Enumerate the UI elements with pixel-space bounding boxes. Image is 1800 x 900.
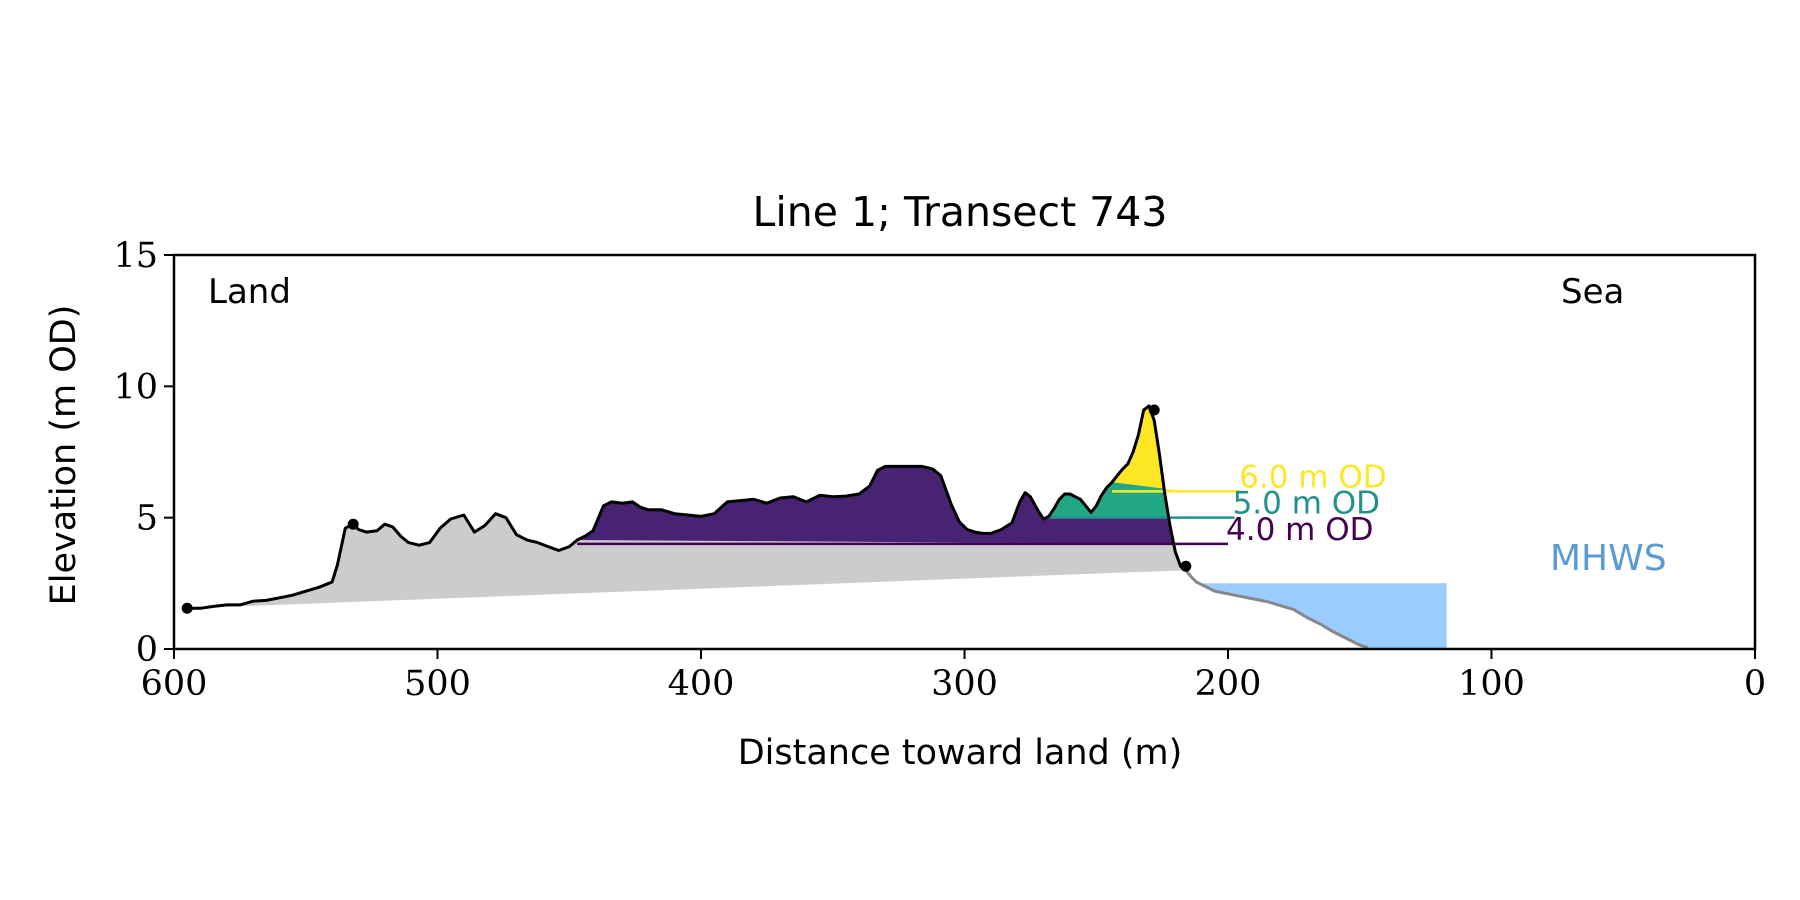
- chart-title: Line 1; Transect 743: [753, 188, 1168, 236]
- profile-line: [187, 404, 1187, 610]
- land-label: Land: [208, 272, 291, 312]
- x-tick-label-100: 100: [1458, 664, 1525, 704]
- y-axis-label: Elevation (m OD): [44, 305, 84, 606]
- level-label-5: 5.0 m OD: [1233, 486, 1380, 522]
- line-layer: [181, 404, 1369, 650]
- mhws-label: MHWS: [1550, 538, 1667, 579]
- profile-marker-3: [1148, 404, 1160, 416]
- sea-label: Sea: [1561, 272, 1624, 312]
- x-axis-label: Distance toward land (m): [738, 733, 1183, 773]
- x-tick-label-200: 200: [1195, 664, 1262, 704]
- level-label-4: 4.0 m OD: [1226, 512, 1373, 548]
- x-tick-label-500: 500: [404, 664, 471, 704]
- axes-layer: 600 500 400 300 200 100 0 0 5 10 15: [113, 236, 1766, 704]
- profile-marker-4: [1180, 560, 1192, 572]
- level-labels: 4.0 m OD5.0 m OD6.0 m OD: [1226, 459, 1387, 548]
- profile-marker-2: [347, 518, 359, 530]
- x-tick-label-300: 300: [931, 664, 998, 704]
- y-tick-label-10: 10: [113, 367, 158, 407]
- y-tick-label-15: 15: [113, 236, 158, 276]
- y-tick-label-0: 0: [136, 630, 158, 670]
- x-tick-label-600: 600: [141, 664, 208, 704]
- level-label-6: 6.0 m OD: [1239, 459, 1386, 495]
- level-fill-4: [572, 406, 1186, 544]
- seaward-profile-line: [1184, 569, 1369, 650]
- baseline-fill: [187, 406, 1186, 609]
- x-tick-label-400: 400: [668, 664, 735, 704]
- level-fill-6: [1112, 406, 1186, 492]
- profile-marker-1: [181, 602, 193, 614]
- y-tick-label-5: 5: [136, 499, 158, 539]
- x-tick-label-0: 0: [1744, 664, 1766, 704]
